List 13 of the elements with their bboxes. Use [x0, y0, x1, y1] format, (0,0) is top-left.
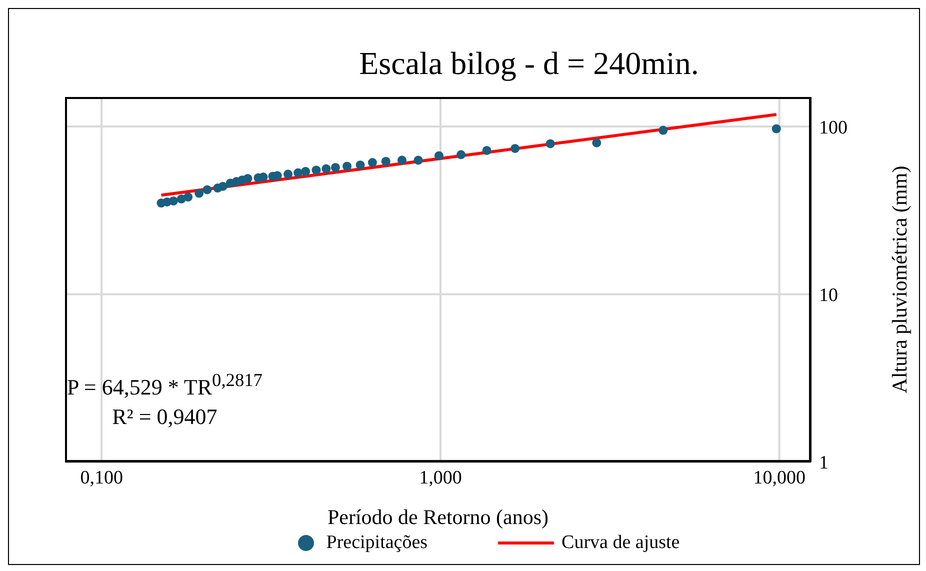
- y-tick-label: 10: [819, 285, 838, 306]
- annotation: P = 64,529 * TR$^{0,2817}$: [67, 369, 262, 402]
- legend-label: Precipitações: [326, 532, 428, 554]
- legend-label: Curva de ajuste: [562, 532, 680, 554]
- x-tick-label: 10,000: [753, 467, 806, 488]
- y-axis-title: Altura pluviométrica (mm): [887, 166, 912, 394]
- y-tick-label: 100: [819, 117, 848, 138]
- x-tick-label: 0,100: [80, 467, 123, 488]
- annotation: R² = 0,9407: [111, 403, 218, 432]
- y-tick-label: 1: [819, 452, 828, 474]
- chart-title: Escala bilog - d = 240min.: [358, 45, 700, 82]
- x-tick-label: 1,000: [419, 467, 462, 488]
- x-axis-title: Período de Retorno (anos): [327, 505, 549, 529]
